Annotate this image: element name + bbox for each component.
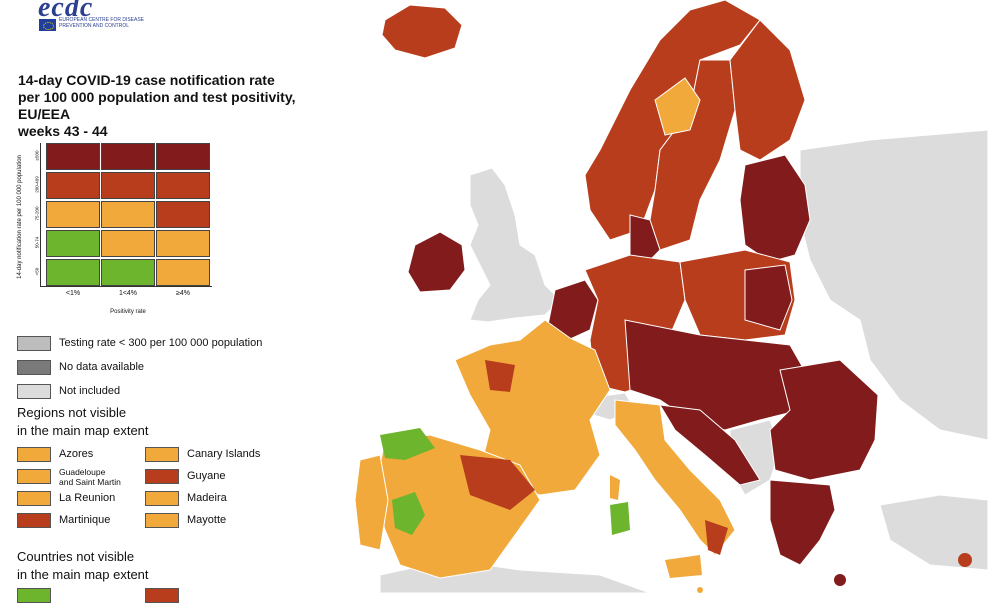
great-britain xyxy=(469,167,561,323)
spain-north-green xyxy=(380,428,435,460)
legend-label: No data available xyxy=(59,361,145,373)
region-label: Mayotte xyxy=(187,514,227,526)
logo-agency-name: EUROPEAN CENTRE FOR DISEASE PREVENTION A… xyxy=(59,17,145,29)
finland xyxy=(729,19,806,161)
region-label: Guadeloupe and Saint Martin xyxy=(59,467,121,487)
matrix-x-axis-label: Positivity rate xyxy=(110,309,146,315)
legend-panel: ecdc EUROPEAN CENTRE FOR DISEASE PREVENT… xyxy=(0,0,330,603)
eu-flag-icon xyxy=(39,19,56,31)
regions-heading: Regions not visible in the main map exte… xyxy=(17,405,149,438)
portugal xyxy=(354,454,389,551)
corsica xyxy=(610,475,620,500)
matrix-x-axis-line xyxy=(40,286,212,287)
denmark xyxy=(629,214,661,266)
countries-heading: Countries not visible in the main map ex… xyxy=(17,549,149,582)
sicily xyxy=(665,555,702,578)
spain-northeast-red xyxy=(460,455,535,510)
legend-label: Testing rate < 300 per 100 000 populatio… xyxy=(59,337,263,349)
central-europe xyxy=(624,319,811,431)
region-label: Madeira xyxy=(187,492,227,504)
map-title: 14-day COVID-19 case notification rate p… xyxy=(18,72,296,139)
matrix-cell xyxy=(46,230,100,257)
baltics xyxy=(739,154,811,263)
scandinavia xyxy=(584,0,806,266)
matrix-cell xyxy=(101,259,155,286)
matrix-col-label: <1% xyxy=(65,290,81,297)
matrix-cell xyxy=(156,259,210,286)
matrix-cell xyxy=(46,172,100,199)
region-swatch xyxy=(145,491,179,506)
region-swatch xyxy=(145,469,179,484)
legend-label: Not included xyxy=(59,385,121,397)
legend-swatch xyxy=(17,384,51,399)
romania-bulgaria xyxy=(769,359,879,481)
region-swatch xyxy=(17,513,51,528)
legend-swatch xyxy=(17,360,51,375)
crete xyxy=(834,574,846,586)
east-europe xyxy=(799,129,988,441)
matrix-cell xyxy=(156,230,210,257)
region-label: La Reunion xyxy=(59,492,116,504)
matrix-cell xyxy=(101,143,155,170)
spain-centre-green xyxy=(392,492,425,535)
region-swatch xyxy=(145,513,179,528)
matrix-col-label: ≥4% xyxy=(176,290,190,297)
region-swatch xyxy=(17,447,51,462)
matrix-cell xyxy=(156,143,210,170)
matrix-cell xyxy=(156,172,210,199)
legend-swatch xyxy=(17,336,51,351)
iceland xyxy=(381,4,463,59)
matrix-cell xyxy=(46,143,100,170)
region-label: Guyane xyxy=(187,470,226,482)
matrix-cell xyxy=(156,201,210,228)
logo-wordmark: ecdc xyxy=(38,0,94,23)
region-swatch xyxy=(145,447,179,462)
region-label: Canary Islands xyxy=(187,448,261,460)
region-swatch xyxy=(17,491,51,506)
france-west-red xyxy=(485,360,515,392)
country-swatch xyxy=(145,588,179,603)
non-eu-land xyxy=(379,129,988,593)
italy-south-red xyxy=(705,520,728,555)
greece xyxy=(769,479,836,566)
matrix-col-label: 1<4% xyxy=(118,290,138,297)
matrix-cell xyxy=(101,172,155,199)
malta xyxy=(697,587,703,593)
region-label: Azores xyxy=(59,448,94,460)
region-swatch xyxy=(17,469,51,484)
sweden-orange-region xyxy=(654,77,701,136)
matrix-cell xyxy=(101,230,155,257)
matrix-y-axis-line xyxy=(40,143,41,287)
matrix-cell xyxy=(46,259,100,286)
sardinia xyxy=(610,502,630,535)
italy xyxy=(614,399,736,556)
sweden xyxy=(649,59,736,251)
poland-east xyxy=(744,264,793,331)
country-swatch xyxy=(17,588,51,603)
region-label: Martinique xyxy=(59,514,111,526)
matrix-y-axis-label: 14-day notification rate per 100 000 pop… xyxy=(17,155,23,279)
cyprus xyxy=(958,553,972,567)
turkey xyxy=(879,494,988,571)
croatia xyxy=(659,404,761,486)
matrix-cell xyxy=(101,201,155,228)
ireland xyxy=(407,231,466,293)
matrix-cell xyxy=(46,201,100,228)
ecdc-logo: ecdc EUROPEAN CENTRE FOR DISEASE PREVENT… xyxy=(36,0,186,36)
